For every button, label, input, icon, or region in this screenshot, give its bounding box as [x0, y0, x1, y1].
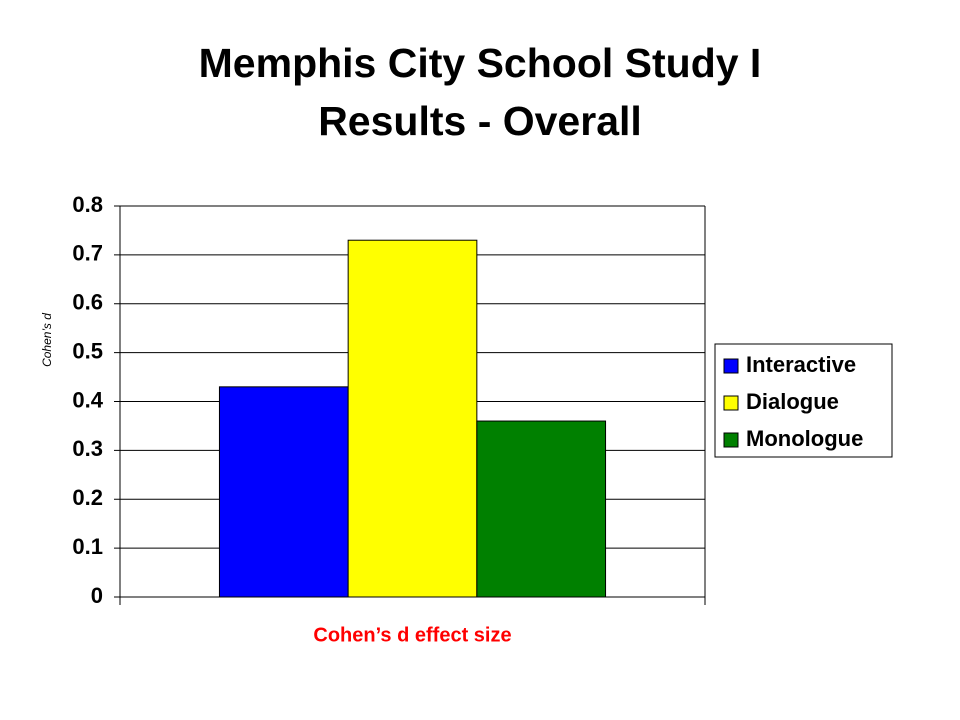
- y-tick-label: 0.3: [72, 436, 103, 461]
- legend-label: Monologue: [746, 426, 863, 451]
- y-tick-label: 0.7: [72, 241, 103, 266]
- y-tick-label: 0.6: [72, 290, 103, 315]
- legend-label: Dialogue: [746, 389, 839, 414]
- bar: [476, 420, 607, 598]
- y-tick-label: 0.5: [72, 338, 103, 363]
- bar: [218, 386, 349, 598]
- y-tick-label: 0.1: [72, 534, 103, 559]
- y-tick-label: 0: [91, 583, 103, 608]
- chart-title: Results - Overall: [318, 98, 642, 144]
- y-tick-label: 0.2: [72, 485, 103, 510]
- y-axis-label: Cohen’s d: [40, 313, 54, 367]
- legend-swatch: [723, 395, 739, 411]
- legend-swatch: [723, 432, 739, 448]
- y-tick-label: 0.8: [72, 192, 103, 217]
- x-tick-label: Cohen’s d effect size: [313, 624, 511, 646]
- legend-label: Interactive: [746, 352, 856, 377]
- legend-box: [714, 343, 893, 458]
- bar: [347, 239, 478, 598]
- y-tick-label: 0.4: [72, 387, 103, 412]
- legend-swatch: [723, 358, 739, 374]
- chart-title: Memphis City School Study I: [199, 40, 762, 86]
